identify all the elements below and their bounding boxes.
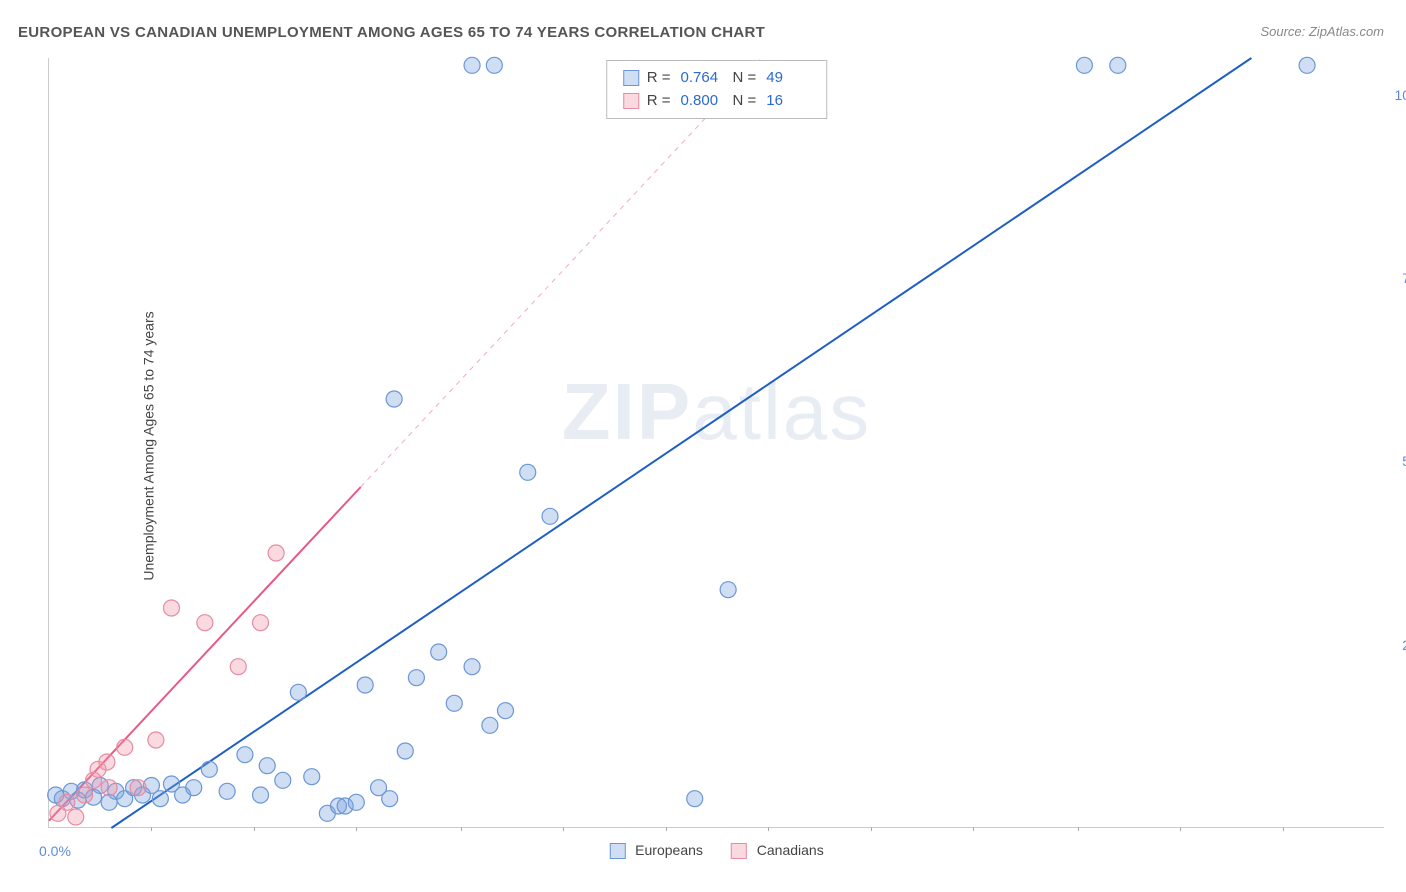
r-label: R =: [647, 67, 671, 90]
series-legend: Europeans Canadians: [609, 842, 823, 859]
x-minor-tick: [461, 827, 462, 831]
swatch-europeans-icon: [609, 843, 625, 859]
swatch-europeans-icon: [623, 70, 639, 86]
y-tick-label: 100.0%: [1395, 87, 1406, 103]
x-minor-tick: [666, 827, 667, 831]
stats-row-canadians: R = 0.800 N = 16: [623, 90, 811, 113]
n-value-europeans: 49: [766, 67, 810, 90]
x-minor-tick: [1078, 827, 1079, 831]
y-tick-label: 25.0%: [1402, 637, 1406, 653]
y-tick-label: 50.0%: [1402, 453, 1406, 469]
plot-area: ZIPatlas R = 0.764 N = 49 R = 0.800 N = …: [48, 58, 1384, 828]
swatch-canadians-icon: [623, 93, 639, 109]
x-tick-label-min: 0.0%: [39, 843, 71, 859]
r-value-europeans: 0.764: [681, 67, 725, 90]
legend-label-europeans: Europeans: [635, 842, 703, 858]
x-minor-tick: [768, 827, 769, 831]
x-minor-tick: [973, 827, 974, 831]
n-label: N =: [733, 67, 757, 90]
chart-title: EUROPEAN VS CANADIAN UNEMPLOYMENT AMONG …: [18, 24, 765, 41]
n-label: N =: [733, 90, 757, 113]
x-minor-tick: [1283, 827, 1284, 831]
x-minor-tick: [151, 827, 152, 831]
y-tick-label: 75.0%: [1402, 270, 1406, 286]
r-label: R =: [647, 90, 671, 113]
n-value-canadians: 16: [766, 90, 810, 113]
x-minor-tick: [254, 827, 255, 831]
legend-item-canadians: Canadians: [731, 842, 824, 859]
legend-item-europeans: Europeans: [609, 842, 703, 859]
swatch-canadians-icon: [731, 843, 747, 859]
x-minor-tick: [1180, 827, 1181, 831]
legend-label-canadians: Canadians: [757, 842, 824, 858]
stats-legend: R = 0.764 N = 49 R = 0.800 N = 16: [606, 60, 828, 119]
r-value-canadians: 0.800: [681, 90, 725, 113]
x-minor-tick: [871, 827, 872, 831]
x-minor-tick: [356, 827, 357, 831]
source-label: Source: ZipAtlas.com: [1260, 24, 1384, 39]
stats-row-europeans: R = 0.764 N = 49: [623, 67, 811, 90]
scatter-plot-svg: [49, 58, 1384, 827]
x-minor-tick: [563, 827, 564, 831]
